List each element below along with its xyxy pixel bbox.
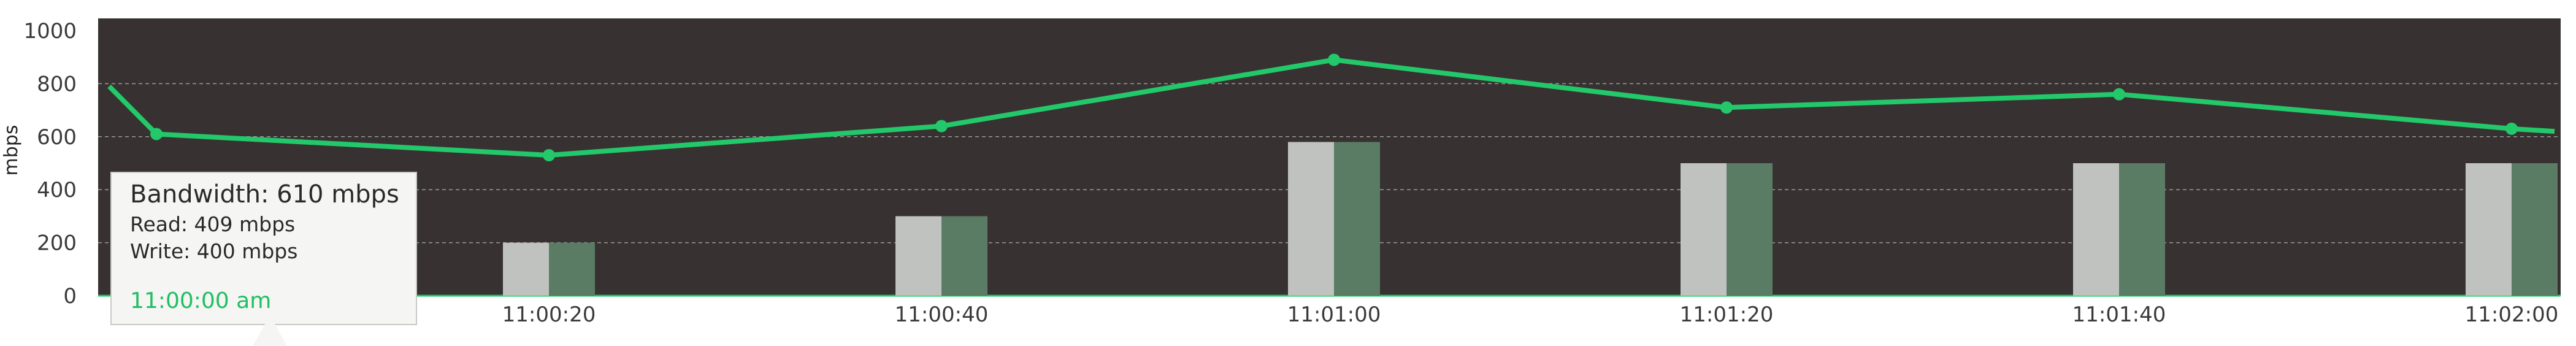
y-tick-label: 200 <box>37 231 77 256</box>
x-tick-label: 11:01:00 <box>1287 302 1381 327</box>
bandwidth-point[interactable] <box>2505 122 2518 135</box>
y-axis-ticks: 0 200 400 600 800 1000 <box>23 19 77 309</box>
y-tick-label: 800 <box>37 72 77 96</box>
write-bar[interactable] <box>2119 163 2165 296</box>
bandwidth-point[interactable] <box>1720 101 1733 114</box>
y-tick-label: 1000 <box>23 19 77 44</box>
bandwidth-point[interactable] <box>2113 88 2125 101</box>
read-bar[interactable] <box>503 242 549 296</box>
tooltip-arrow <box>253 315 287 346</box>
x-tick-label: 11:01:20 <box>1680 302 1774 327</box>
y-tick-label: 0 <box>63 284 77 309</box>
bandwidth-line <box>107 53 2555 162</box>
bandwidth-chart: 0 200 400 600 800 1000 11:00:20 11:00:40 11:01:… <box>1 18 2561 346</box>
y-tick-label: 400 <box>37 178 77 202</box>
read-bar[interactable] <box>2073 163 2119 296</box>
bandwidth-point[interactable] <box>543 149 555 162</box>
tooltip-write: Write: 400 mbps <box>130 239 298 263</box>
write-bar[interactable] <box>941 216 987 296</box>
y-tick-label: 600 <box>37 125 77 150</box>
read-bar[interactable] <box>1681 163 1727 296</box>
read-bar[interactable] <box>2466 163 2512 296</box>
tooltip-title: Bandwidth: 610 mbps <box>130 180 399 209</box>
x-tick-label: 11:00:20 <box>502 302 596 327</box>
write-bar[interactable] <box>549 242 595 296</box>
write-bar[interactable] <box>2512 163 2558 296</box>
tooltip-read: Read: 409 mbps <box>130 212 296 236</box>
x-tick-label: 11:00:40 <box>895 302 989 327</box>
data-tooltip: Bandwidth: 610 mbps Read: 409 mbps Write… <box>110 172 417 346</box>
write-bar[interactable] <box>1727 163 1773 296</box>
read-bar[interactable] <box>895 216 941 296</box>
bandwidth-point[interactable] <box>150 128 163 140</box>
y-axis-title: mbps <box>1 125 22 176</box>
x-axis-ticks: 11:00:20 11:00:40 11:01:00 11:01:20 11:01:40… <box>502 302 2559 327</box>
read-bar[interactable] <box>1288 142 1334 296</box>
x-tick-label: 11:02:00 <box>2465 302 2559 327</box>
bandwidth-point[interactable] <box>935 120 948 133</box>
tooltip-time: 11:00:00 am <box>130 288 272 313</box>
bandwidth-point[interactable] <box>1328 53 1340 66</box>
write-bar[interactable] <box>1334 142 1380 296</box>
x-tick-label: 11:01:40 <box>2072 302 2166 327</box>
